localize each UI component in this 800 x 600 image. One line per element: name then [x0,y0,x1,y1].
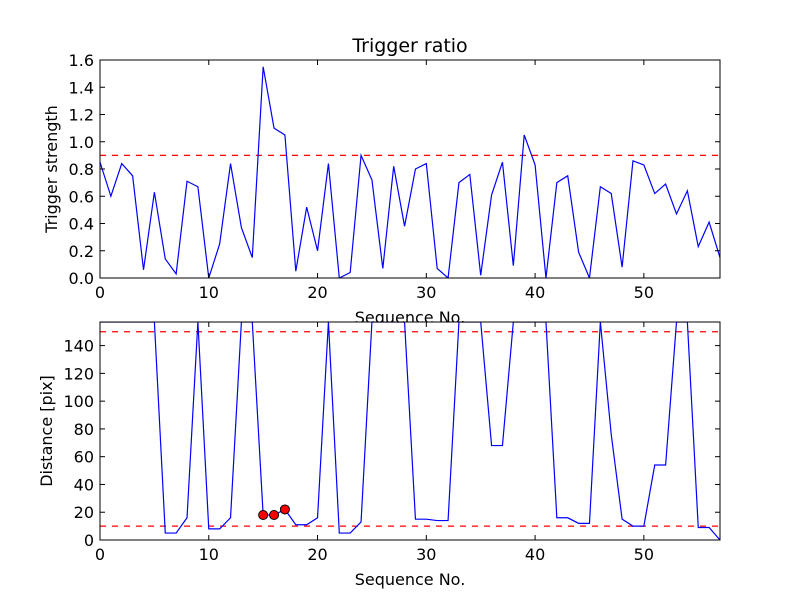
bottom-x-tick-label: 40 [525,545,545,564]
top-x-tick-label: 10 [199,283,219,302]
bottom-marker-point [279,504,290,515]
bottom-clipped-group [100,322,720,540]
bottom-plot-content [100,322,720,540]
top-y-tick-label: 0.4 [69,215,94,234]
top-y-tick-label: 0.8 [69,160,94,179]
top-y-tick-label: 1.4 [69,78,94,97]
distance-panel: 0 10 20 30 40 50 0 20 40 60 80 100 120 140 Sequence N… [37,321,721,589]
bottom-series-line-0 [100,322,720,540]
top-y-tick-label: 0.0 [69,269,94,288]
top-clipped-group [100,66,720,278]
bottom-y-tick-label: 80 [74,420,94,439]
top-y-axis-label: Trigger strength [42,105,61,234]
top-y-tick-label: 0.2 [69,242,94,261]
top-plot-content [100,66,720,278]
top-plot-area [100,60,720,278]
bottom-y-tick-label: 100 [63,392,94,411]
top-y-tick-label: 0.6 [69,187,94,206]
bottom-x-tick-label: 20 [307,545,327,564]
bottom-y-tick-label: 20 [74,503,94,522]
bottom-y-tick-label: 60 [74,448,94,467]
trigger-ratio-panel: 0 10 20 30 40 50 0.0 0.2 0.4 0.6 0.8 1.0 1.2 1.4 1.6 T… [42,35,721,327]
top-y-tick-label: 1.2 [69,106,94,125]
top-x-tick-label: 0 [95,283,105,302]
bottom-axes-frame [99,321,721,541]
bottom-x-tick-label: 0 [95,545,105,564]
bottom-x-tick-label: 10 [199,545,219,564]
top-x-tick-label: 40 [525,283,545,302]
bottom-marker-point [269,510,280,521]
top-y-tick-label: 1.6 [69,51,94,70]
bottom-y-tick-label: 140 [63,337,94,356]
bottom-x-axis-label: Sequence No. [355,570,466,589]
bottom-x-tick-label: 50 [634,545,654,564]
bottom-y-tick-label: 0 [84,531,94,550]
bottom-y-axis-label: Distance [pix] [37,375,56,487]
top-axis-ticks: 0 10 20 30 40 50 0.0 0.2 0.4 0.6 0.8 1.0 1.2 1.4 1.6 [69,51,720,302]
bottom-x-tick-label: 30 [416,545,436,564]
top-series-line-0 [100,66,720,278]
bottom-marker-point [258,510,269,521]
top-x-tick-label: 20 [307,283,327,302]
top-y-tick-label: 1.0 [69,133,94,152]
bottom-y-tick-label: 40 [74,475,94,494]
top-x-tick-label: 50 [634,283,654,302]
top-x-tick-label: 30 [416,283,436,302]
bottom-y-tick-label: 120 [63,364,94,383]
chart-title: Trigger ratio [351,35,467,57]
bottom-axis-ticks: 0 10 20 30 40 50 0 20 40 60 80 100 120 140 [63,322,720,564]
